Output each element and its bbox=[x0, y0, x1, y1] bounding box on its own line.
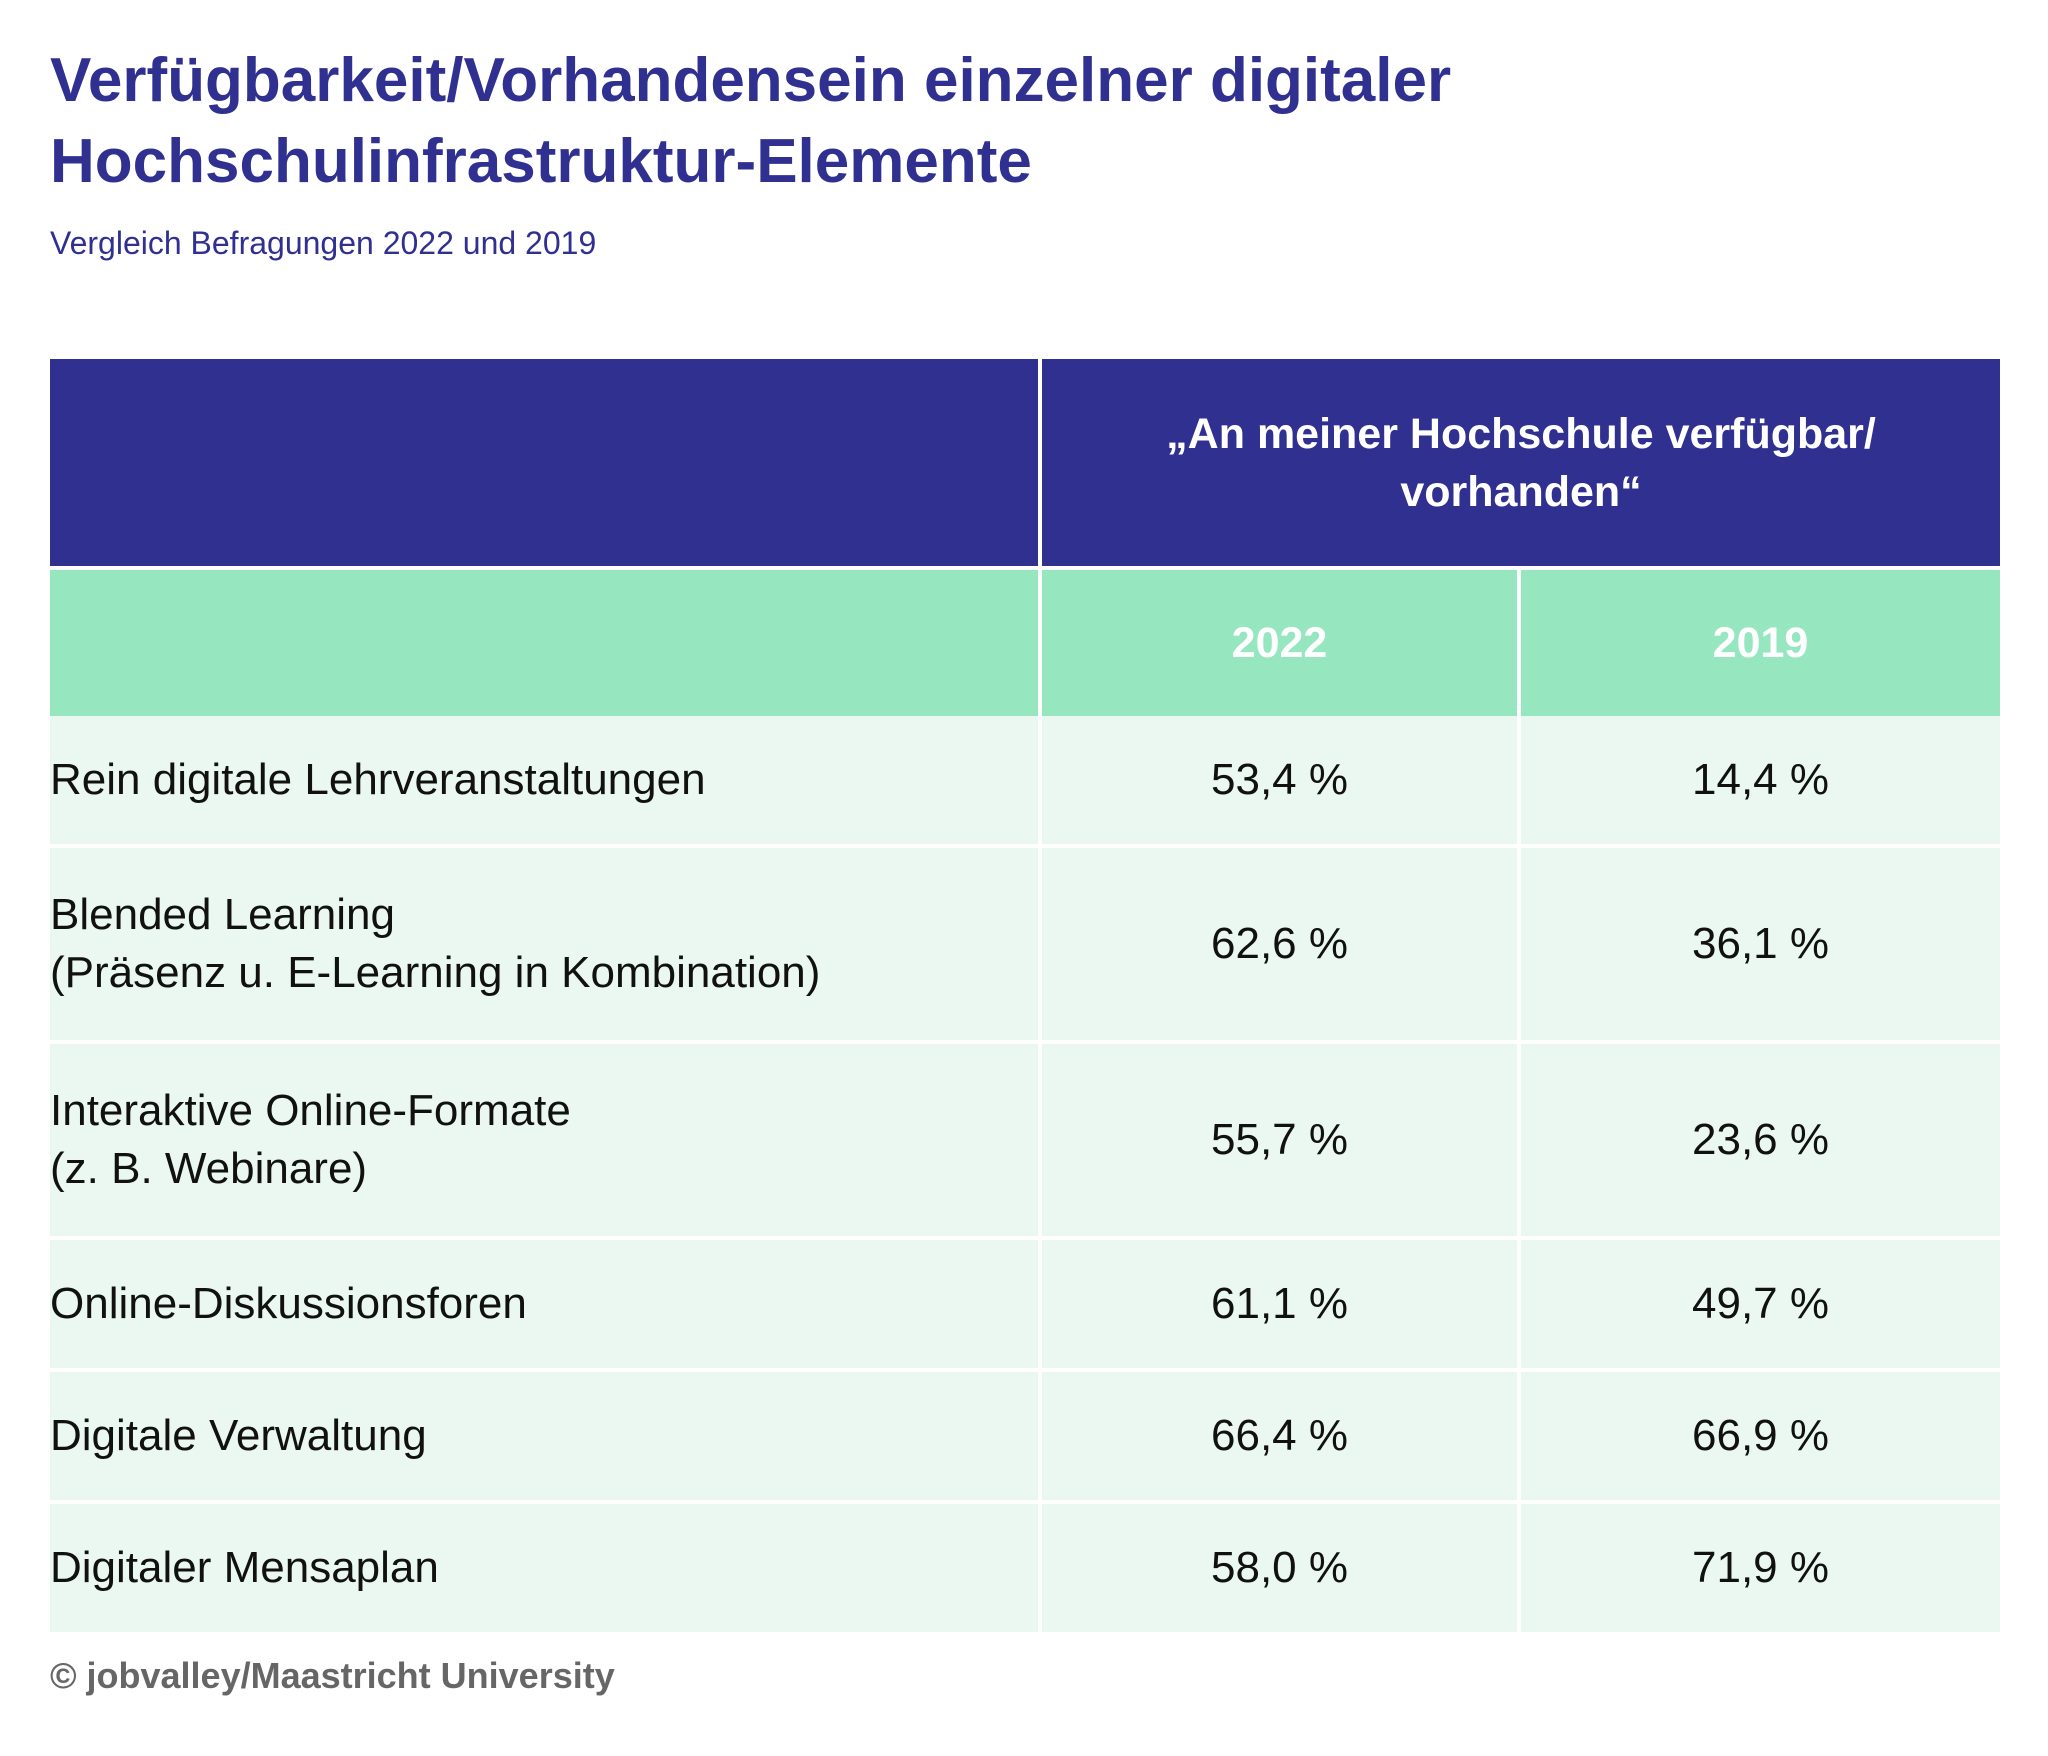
value-cell: 23,6 % bbox=[1516, 1040, 2001, 1240]
empty-header-cell bbox=[50, 566, 1042, 716]
row-label: Blended Learning (Präsenz u. E-Learning i… bbox=[50, 844, 1042, 1044]
table-row: Digitale Verwaltung 66,4 % 66,9 % bbox=[50, 1368, 2001, 1504]
value-cell: 14,4 % bbox=[1516, 716, 2001, 848]
table-row: Interaktive Online-Formate (z. B. Webinar… bbox=[50, 1040, 2001, 1240]
column-header: 2022 bbox=[1038, 566, 1521, 716]
value-cell: 53,4 % bbox=[1038, 716, 1521, 848]
row-label: Online-Diskussionsforen bbox=[50, 1236, 1042, 1372]
value-cell: 66,4 % bbox=[1038, 1368, 1521, 1504]
text-line: „An meiner Hochschule verfügbar/ bbox=[1166, 409, 1876, 458]
value-cell: 49,7 % bbox=[1516, 1236, 2001, 1372]
table-row: Digitaler Mensaplan 58,0 % 71,9 % bbox=[50, 1500, 2001, 1632]
text-line: Rein digitale Lehrveranstaltungen bbox=[50, 755, 706, 804]
value-cell: 58,0 % bbox=[1038, 1500, 1521, 1632]
text-line: Online-Diskussionsforen bbox=[50, 1279, 527, 1328]
row-label: Digitaler Mensaplan bbox=[50, 1500, 1042, 1632]
column-header: 2019 bbox=[1516, 566, 2001, 716]
text-line: Digitale Verwaltung bbox=[50, 1411, 427, 1460]
column-header-row: 2022 2019 bbox=[50, 566, 2001, 716]
text-line: Blended Learning bbox=[50, 890, 395, 939]
empty-header-cell bbox=[50, 359, 1042, 570]
text-line: Interaktive Online-Formate bbox=[50, 1086, 571, 1135]
table-row: Online-Diskussionsforen 61,1 % 49,7 % bbox=[50, 1236, 2001, 1372]
value-cell: 71,9 % bbox=[1516, 1500, 2001, 1632]
value-cell: 36,1 % bbox=[1516, 844, 2001, 1044]
value-cell: 61,1 % bbox=[1038, 1236, 1521, 1372]
group-header-row: „An meiner Hochschule verfügbar/vorhande… bbox=[50, 359, 2001, 570]
text-line: vorhanden“ bbox=[1400, 467, 1642, 516]
row-label: Rein digitale Lehrveranstaltungen bbox=[50, 716, 1042, 848]
table-row: Rein digitale Lehrveranstaltungen 53,4 % 1… bbox=[50, 716, 2001, 848]
table-body: Rein digitale Lehrveranstaltungen 53,4 % 1… bbox=[50, 716, 2001, 1632]
subtitle: Vergleich Befragungen 2022 und 2019 bbox=[50, 225, 597, 261]
row-label: Interaktive Online-Formate (z. B. Webinar… bbox=[50, 1040, 1042, 1240]
credit: © jobvalley/Maastricht University bbox=[50, 1655, 615, 1696]
text-line: Verfügbarkeit/Vorhandensein einzelner di… bbox=[50, 46, 1452, 115]
row-label: Digitale Verwaltung bbox=[50, 1368, 1042, 1504]
text-line: Hochschulinfrastruktur-Elemente bbox=[50, 127, 1032, 196]
group-header: „An meiner Hochschule verfügbar/vorhande… bbox=[1037, 359, 2001, 570]
text-line: (Präsenz u. E-Learning in Kombination) bbox=[50, 948, 821, 997]
value-cell: 66,9 % bbox=[1516, 1368, 2001, 1504]
table-row: Blended Learning (Präsenz u. E-Learning i… bbox=[50, 844, 2001, 1044]
value-cell: 62,6 % bbox=[1038, 844, 1521, 1044]
text-line: (z. B. Webinare) bbox=[50, 1144, 368, 1193]
data-table: „An meiner Hochschule verfügbar/vorhande… bbox=[50, 359, 2001, 1632]
value-cell: 55,7 % bbox=[1038, 1040, 1521, 1240]
text-line: Digitaler Mensaplan bbox=[50, 1543, 439, 1592]
title: Verfügbarkeit/Vorhandensein einzelner di… bbox=[50, 40, 1451, 202]
